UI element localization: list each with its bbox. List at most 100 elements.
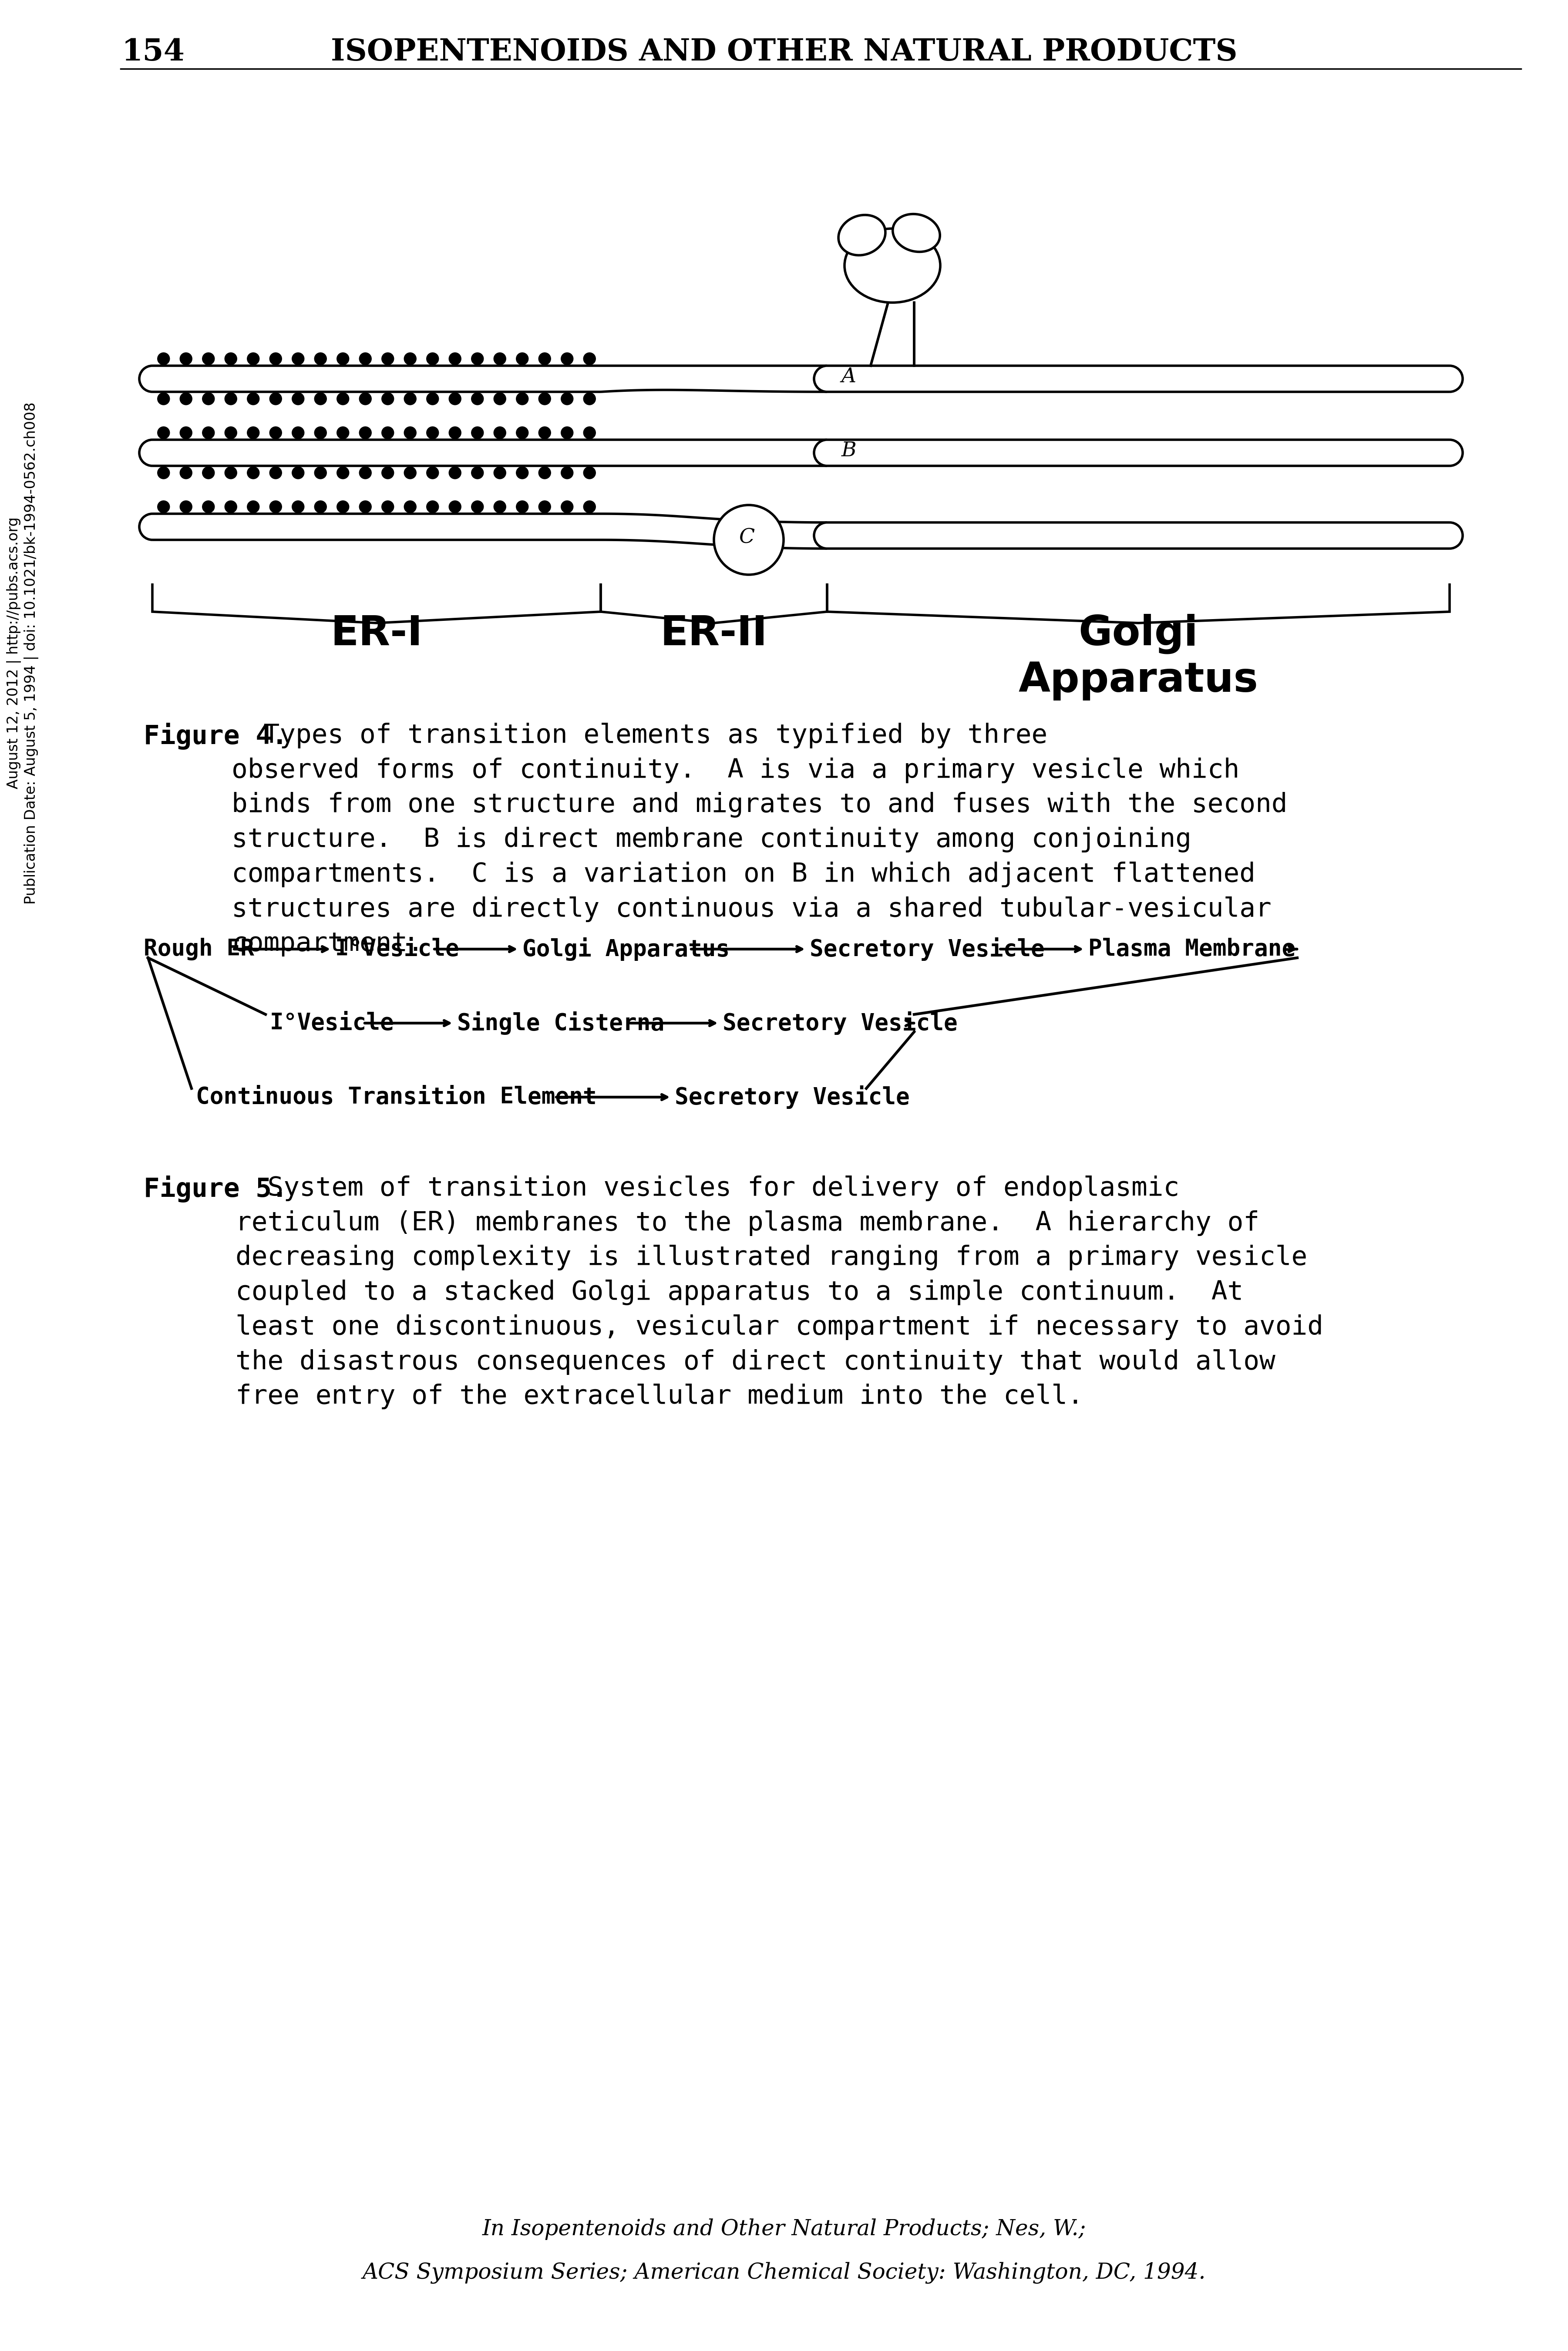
Circle shape: [157, 353, 169, 364]
Circle shape: [292, 468, 304, 480]
Circle shape: [381, 426, 394, 440]
Text: ER-I: ER-I: [331, 614, 423, 654]
Polygon shape: [152, 515, 601, 541]
Polygon shape: [814, 522, 826, 548]
Circle shape: [337, 468, 350, 480]
Circle shape: [248, 501, 259, 513]
Circle shape: [157, 426, 169, 440]
Circle shape: [315, 468, 326, 480]
Polygon shape: [140, 367, 152, 393]
Circle shape: [713, 505, 784, 574]
Text: Figure 4.: Figure 4.: [144, 722, 287, 750]
Circle shape: [157, 393, 169, 404]
Circle shape: [292, 501, 304, 513]
Circle shape: [180, 426, 193, 440]
Circle shape: [359, 353, 372, 364]
Circle shape: [405, 426, 416, 440]
Circle shape: [270, 501, 282, 513]
Circle shape: [315, 501, 326, 513]
Circle shape: [248, 468, 259, 480]
Circle shape: [270, 426, 282, 440]
Circle shape: [538, 468, 550, 480]
Polygon shape: [826, 522, 1449, 548]
Circle shape: [516, 468, 528, 480]
Polygon shape: [1449, 522, 1463, 548]
Polygon shape: [826, 367, 1449, 393]
Polygon shape: [1449, 440, 1463, 465]
Circle shape: [337, 353, 350, 364]
Circle shape: [405, 393, 416, 404]
Text: System of transition vesicles for delivery of endoplasmic
reticulum (ER) membran: System of transition vesicles for delive…: [235, 1176, 1323, 1408]
Text: I°Vesicle: I°Vesicle: [336, 938, 459, 962]
Circle shape: [583, 468, 596, 480]
Circle shape: [494, 353, 506, 364]
Circle shape: [472, 426, 483, 440]
Circle shape: [472, 353, 483, 364]
Circle shape: [315, 426, 326, 440]
Circle shape: [426, 468, 439, 480]
Circle shape: [359, 426, 372, 440]
Circle shape: [448, 468, 461, 480]
Circle shape: [426, 501, 439, 513]
Circle shape: [224, 501, 237, 513]
Circle shape: [426, 353, 439, 364]
Circle shape: [538, 393, 550, 404]
Circle shape: [448, 426, 461, 440]
Circle shape: [426, 393, 439, 404]
Circle shape: [561, 501, 574, 513]
Polygon shape: [140, 440, 152, 465]
Text: In Isopentenoids and Other Natural Products; Nes, W.;: In Isopentenoids and Other Natural Produ…: [481, 2219, 1087, 2241]
Text: Plasma Membrane: Plasma Membrane: [1088, 938, 1295, 962]
Polygon shape: [826, 440, 1449, 465]
Circle shape: [292, 426, 304, 440]
Text: Golgi Apparatus: Golgi Apparatus: [522, 938, 729, 962]
Text: I°Vesicle: I°Vesicle: [270, 1011, 394, 1034]
Circle shape: [494, 426, 506, 440]
Text: ER-II: ER-II: [660, 614, 768, 654]
Text: A: A: [842, 367, 856, 386]
Circle shape: [180, 353, 193, 364]
Circle shape: [583, 426, 596, 440]
Circle shape: [561, 353, 574, 364]
Circle shape: [538, 426, 550, 440]
Circle shape: [516, 353, 528, 364]
Circle shape: [359, 393, 372, 404]
Circle shape: [202, 426, 215, 440]
Text: Golgi
Apparatus: Golgi Apparatus: [1019, 614, 1258, 701]
Circle shape: [270, 393, 282, 404]
Circle shape: [405, 353, 416, 364]
Circle shape: [538, 353, 550, 364]
Circle shape: [337, 501, 350, 513]
Circle shape: [180, 468, 193, 480]
Circle shape: [202, 468, 215, 480]
Circle shape: [180, 393, 193, 404]
Circle shape: [248, 426, 259, 440]
Circle shape: [202, 353, 215, 364]
Circle shape: [448, 393, 461, 404]
Polygon shape: [152, 440, 601, 465]
Polygon shape: [870, 303, 914, 367]
Circle shape: [180, 501, 193, 513]
Circle shape: [516, 501, 528, 513]
Text: August 12, 2012 | http://pubs.acs.org
Publication Date: August 5, 1994 | doi: 10: August 12, 2012 | http://pubs.acs.org Pu…: [6, 402, 39, 905]
Circle shape: [292, 353, 304, 364]
Circle shape: [516, 393, 528, 404]
Polygon shape: [814, 440, 826, 465]
Circle shape: [448, 501, 461, 513]
Text: Rough ER: Rough ER: [144, 938, 254, 962]
Circle shape: [157, 468, 169, 480]
Polygon shape: [140, 515, 152, 541]
Circle shape: [472, 393, 483, 404]
Circle shape: [270, 468, 282, 480]
Circle shape: [381, 393, 394, 404]
Text: C: C: [739, 529, 754, 548]
Text: Single Cisterna: Single Cisterna: [458, 1011, 665, 1034]
Circle shape: [359, 501, 372, 513]
Circle shape: [337, 393, 350, 404]
Circle shape: [583, 501, 596, 513]
Circle shape: [202, 501, 215, 513]
Circle shape: [315, 353, 326, 364]
Polygon shape: [152, 367, 601, 393]
Text: Continuous Transition Element: Continuous Transition Element: [196, 1086, 597, 1107]
Circle shape: [315, 393, 326, 404]
